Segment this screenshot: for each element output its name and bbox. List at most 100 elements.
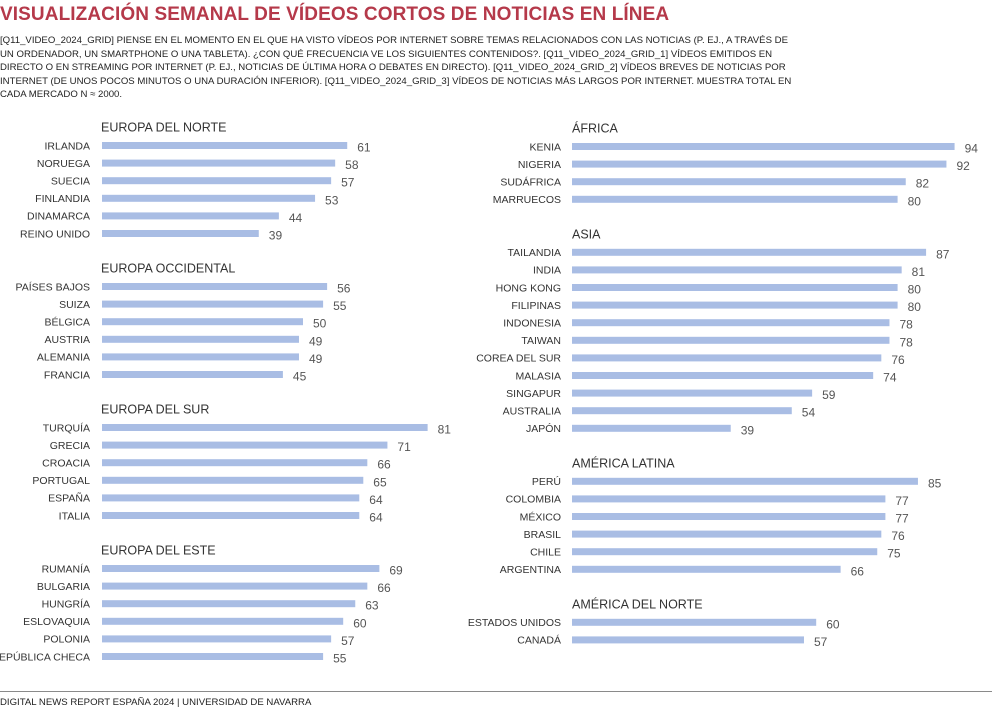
bar xyxy=(102,353,299,361)
value-label: 58 xyxy=(345,158,359,172)
value-label: 39 xyxy=(741,423,755,437)
bar xyxy=(102,300,324,308)
bar xyxy=(572,636,804,644)
bar xyxy=(102,142,348,149)
category-label: TAIWAN xyxy=(521,335,561,347)
value-label: 60 xyxy=(826,617,840,631)
category-label: POLONIA xyxy=(43,634,90,646)
bar xyxy=(572,407,792,415)
category-label: COLOMBIA xyxy=(506,494,561,506)
category-label: DINAMARCA xyxy=(27,211,90,223)
value-label: 49 xyxy=(309,352,323,366)
group-label: EUROPA OCCIDENTAL xyxy=(101,262,235,276)
category-label: BRASIL xyxy=(524,529,562,541)
bar xyxy=(572,565,841,573)
value-label: 45 xyxy=(293,370,307,384)
category-label: CANADÁ xyxy=(517,634,561,647)
category-label: SUIZA xyxy=(59,299,90,311)
value-label: 81 xyxy=(912,265,926,279)
bar xyxy=(572,301,898,309)
category-label: SINGAPUR xyxy=(506,388,561,400)
value-label: 75 xyxy=(887,547,901,561)
category-label: KENIA xyxy=(529,141,561,153)
value-label: 92 xyxy=(956,159,970,173)
bar xyxy=(102,335,299,343)
group-label: EUROPA DEL SUR xyxy=(101,403,209,417)
category-label: ESPAÑA xyxy=(48,492,90,505)
bar xyxy=(102,230,259,237)
category-label: TURQUÍA xyxy=(43,421,90,434)
value-label: 85 xyxy=(928,476,942,490)
category-label: CROACIA xyxy=(42,458,90,470)
category-label: ALEMANIA xyxy=(37,352,90,364)
value-label: 57 xyxy=(341,634,355,648)
bar xyxy=(572,495,886,503)
footer-credit: DIGITAL NEWS REPORT ESPAÑA 2024 | UNIVER… xyxy=(0,697,312,708)
category-label: PERÚ xyxy=(532,475,561,488)
category-label: INDONESIA xyxy=(503,318,561,330)
bar xyxy=(572,195,898,203)
category-label: BULGARIA xyxy=(37,581,90,593)
value-label: 66 xyxy=(377,581,391,595)
group-label: EUROPA DEL NORTE xyxy=(101,121,227,135)
bar xyxy=(102,635,332,643)
value-label: 94 xyxy=(965,142,979,156)
bar xyxy=(572,424,731,432)
category-label: ARGENTINA xyxy=(500,564,561,576)
bar xyxy=(102,459,368,467)
category-label: MALASIA xyxy=(515,370,561,382)
category-label: SUECIA xyxy=(51,176,90,188)
group-label: AMÉRICA DEL NORTE xyxy=(572,596,703,611)
footer-divider xyxy=(0,691,992,692)
category-label: ITALIA xyxy=(59,510,90,522)
bar xyxy=(572,618,817,626)
bar xyxy=(572,548,878,556)
bar xyxy=(102,653,324,660)
category-label: HUNGRÍA xyxy=(42,598,90,611)
value-label: 82 xyxy=(916,177,930,191)
group-label: EUROPA DEL ESTE xyxy=(101,544,216,558)
bar xyxy=(102,318,303,326)
category-label: IRLANDA xyxy=(44,140,90,152)
bar xyxy=(102,371,283,378)
bar xyxy=(572,160,947,168)
value-label: 39 xyxy=(269,229,283,243)
bar xyxy=(572,248,927,256)
value-label: 53 xyxy=(325,193,339,207)
value-label: 71 xyxy=(397,440,411,454)
value-label: 80 xyxy=(908,300,922,314)
bar xyxy=(572,284,898,291)
value-label: 64 xyxy=(369,493,383,507)
category-label: SUDÁFRICA xyxy=(500,176,561,189)
category-label: INDIA xyxy=(533,265,561,277)
value-label: 55 xyxy=(333,652,347,666)
value-label: 76 xyxy=(891,353,905,367)
value-label: 80 xyxy=(908,283,922,297)
category-label: CHILE xyxy=(530,547,561,559)
bar xyxy=(102,441,388,449)
category-label: COREA DEL SUR xyxy=(476,353,561,365)
value-label: 60 xyxy=(353,616,367,630)
value-label: 66 xyxy=(377,458,391,472)
bar xyxy=(572,266,902,274)
category-label: BÉLGICA xyxy=(44,316,90,329)
category-label: FRANCIA xyxy=(44,369,90,381)
bar xyxy=(102,617,344,625)
category-label: FINLANDIA xyxy=(35,193,90,205)
value-label: 56 xyxy=(337,282,351,296)
bar xyxy=(102,194,316,202)
value-label: 77 xyxy=(895,512,909,526)
category-label: REINO UNIDO xyxy=(20,228,90,240)
bar xyxy=(102,177,332,185)
category-label: REPÚBLICA CHECA xyxy=(0,650,90,663)
bar xyxy=(102,283,328,290)
bar xyxy=(572,513,886,520)
value-label: 66 xyxy=(851,564,865,578)
value-label: 54 xyxy=(802,406,816,420)
category-label: AUSTRIA xyxy=(44,334,90,346)
value-label: 59 xyxy=(822,388,836,402)
value-label: 57 xyxy=(341,176,355,190)
category-label: NIGERIA xyxy=(518,159,561,171)
bar xyxy=(102,600,356,608)
bar xyxy=(102,159,336,167)
